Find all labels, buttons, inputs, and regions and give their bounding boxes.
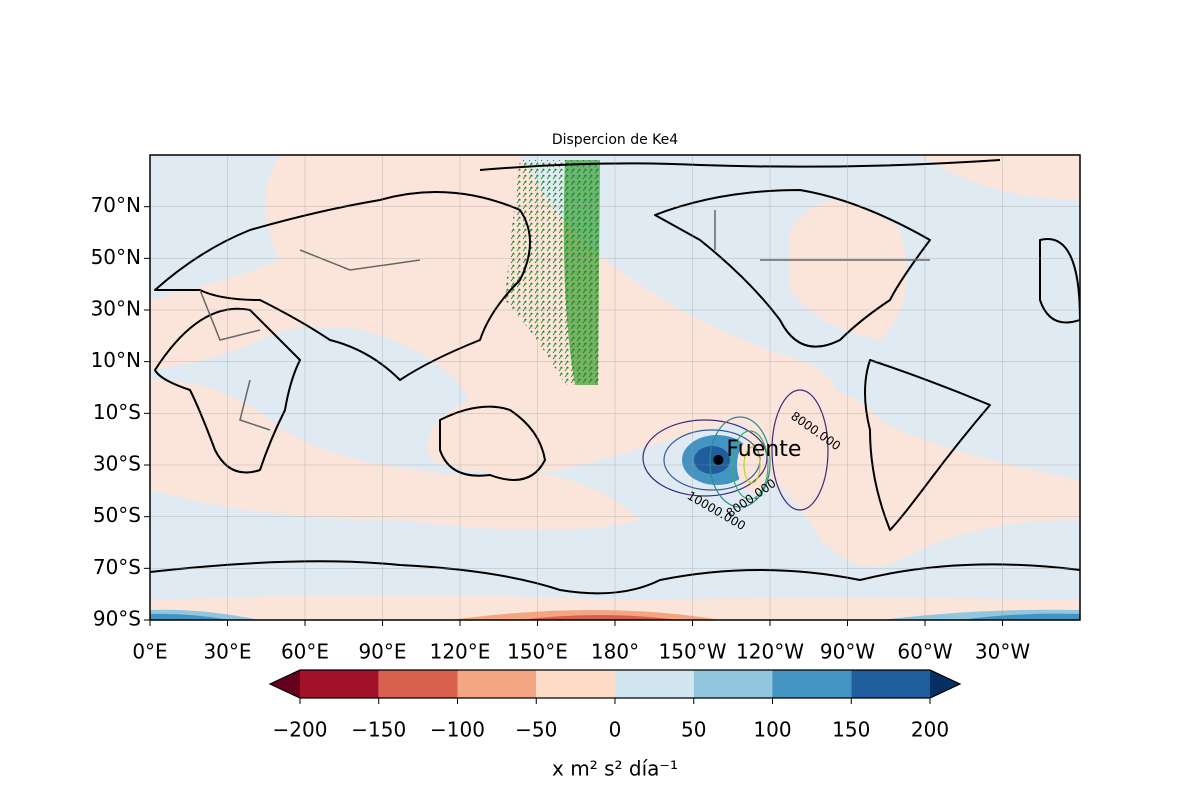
lat-tick-label: 50°N xyxy=(91,245,141,269)
colorbar-tick-label: −150 xyxy=(351,718,406,742)
lat-tick-label: 30°N xyxy=(91,297,141,321)
colorbar-tick-label: 200 xyxy=(911,718,949,742)
colorbar-segment xyxy=(615,670,694,698)
lat-tick-label: 30°S xyxy=(93,452,141,476)
lat-tick-label: 70°S xyxy=(93,555,141,579)
lon-tick-label: 120°W xyxy=(736,640,804,664)
colorbar-segment xyxy=(457,670,537,698)
colorbar-segment xyxy=(378,670,458,698)
colorbar-segment xyxy=(851,670,930,698)
colorbar-tick-label: 0 xyxy=(609,718,622,742)
lon-tick-label: 90°W xyxy=(820,640,875,664)
colorbar-tick-label: −200 xyxy=(273,718,328,742)
lat-tick-label: 10°N xyxy=(91,348,141,372)
colorbar-segment xyxy=(693,670,773,698)
lat-tick-label: 50°S xyxy=(93,503,141,527)
source-label: Fuente xyxy=(726,437,801,462)
lat-tick-label: 70°N xyxy=(91,193,141,217)
lon-tick-label: 30°W xyxy=(975,640,1030,664)
borders xyxy=(199,210,930,431)
lon-tick-label: 0°E xyxy=(132,640,167,664)
colorbar-segment xyxy=(772,670,852,698)
map-title: Dispercion de Ke4 xyxy=(552,132,678,148)
colorbar-segment xyxy=(536,670,615,698)
colorbar-extend-high xyxy=(930,670,960,698)
colorbar-label: x m² s² día⁻¹ xyxy=(552,757,678,781)
colorbar-tick-label: −100 xyxy=(430,718,485,742)
lon-tick-label: 120°E xyxy=(430,640,491,664)
colorbar-tick-label: −50 xyxy=(515,718,557,742)
coastlines xyxy=(150,159,1080,595)
colorbar-tick-label: 50 xyxy=(681,718,706,742)
lon-tick-label: 180° xyxy=(591,640,639,664)
lon-tick-label: 150°E xyxy=(507,640,568,664)
lon-tick-label: 60°E xyxy=(281,640,329,664)
lon-tick-label: 60°W xyxy=(897,640,952,664)
colorbar-tick-label: 150 xyxy=(832,718,870,742)
lat-tick-label: 10°S xyxy=(93,400,141,424)
source-point xyxy=(713,454,724,465)
lon-tick-label: 30°E xyxy=(203,640,251,664)
colorbar-extend-low xyxy=(270,670,300,698)
lon-tick-label: 90°E xyxy=(358,640,406,664)
colorbar-tick-label: 100 xyxy=(753,718,791,742)
lon-tick-label: 150°W xyxy=(659,640,727,664)
lat-tick-label: 90°S xyxy=(93,607,141,631)
colorbar-segment xyxy=(300,670,379,698)
